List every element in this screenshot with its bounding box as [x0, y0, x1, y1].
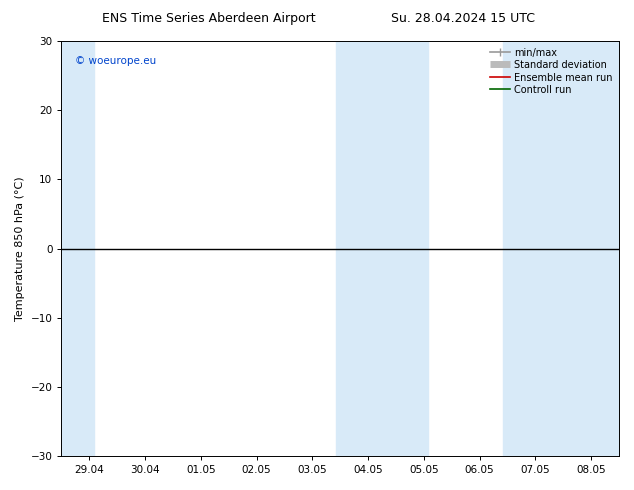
Legend: min/max, Standard deviation, Ensemble mean run, Controll run: min/max, Standard deviation, Ensemble me… [488, 46, 614, 97]
Bar [61, 41, 94, 456]
Text: Su. 28.04.2024 15 UTC: Su. 28.04.2024 15 UTC [391, 12, 535, 25]
Bar [503, 41, 619, 456]
Bar [336, 41, 429, 456]
Y-axis label: Temperature 850 hPa (°C): Temperature 850 hPa (°C) [15, 176, 25, 321]
Text: ENS Time Series Aberdeen Airport: ENS Time Series Aberdeen Airport [103, 12, 316, 25]
Text: © woeurope.eu: © woeurope.eu [75, 55, 157, 66]
